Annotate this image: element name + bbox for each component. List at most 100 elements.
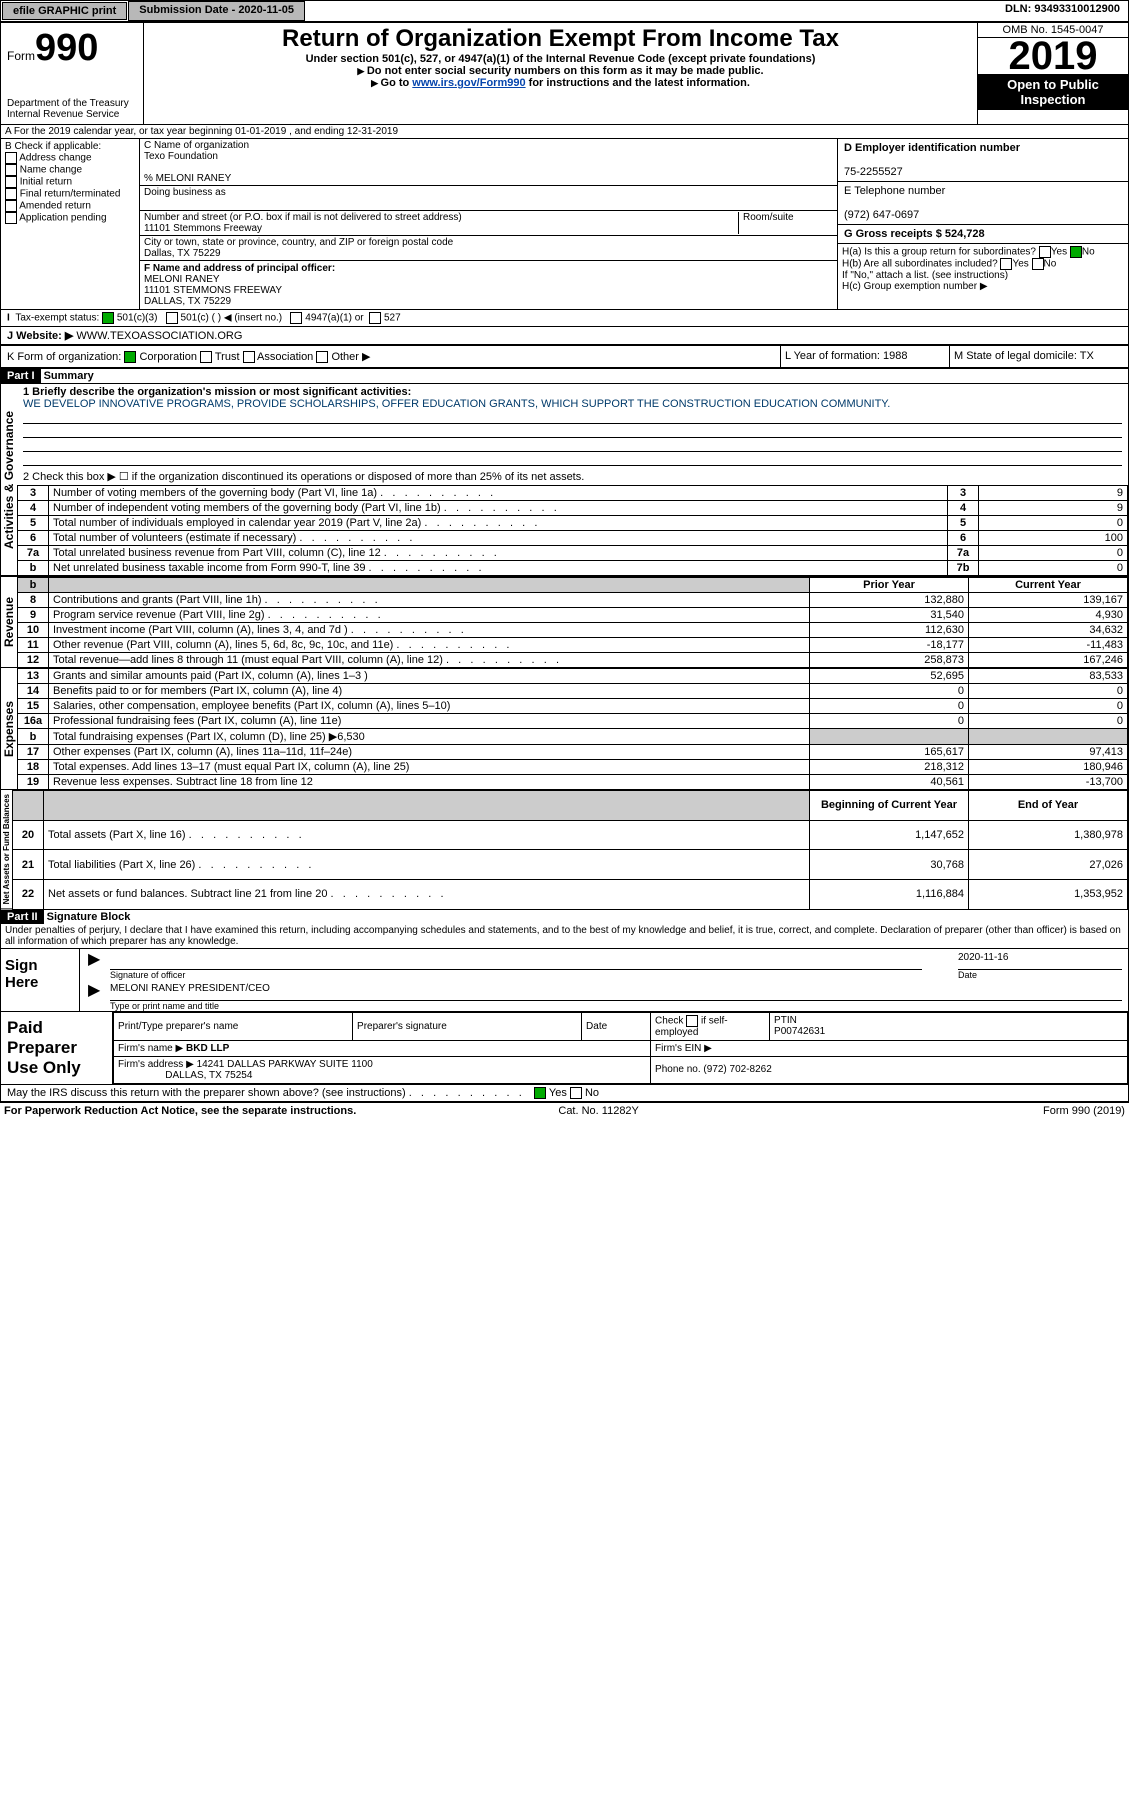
ha-yes[interactable] [1039, 246, 1051, 258]
chk-trust[interactable] [200, 351, 212, 363]
pp-h2: Preparer's signature [353, 1012, 582, 1040]
line-num: 5 [18, 516, 49, 531]
chk-name[interactable] [5, 164, 17, 176]
line-box: 6 [948, 531, 979, 546]
sig-officer-label: Signature of officer [110, 970, 928, 980]
e-label: E Telephone number [844, 185, 945, 197]
chk-corp[interactable] [124, 351, 136, 363]
ha-no[interactable] [1070, 246, 1082, 258]
no2: No [1044, 259, 1057, 270]
chk-final[interactable] [5, 188, 17, 200]
ptin-lbl: PTIN [774, 1015, 797, 1026]
org-name: Texo Foundation [144, 151, 218, 162]
chk-initial[interactable] [5, 176, 17, 188]
chk-other[interactable] [316, 351, 328, 363]
line-box: 3 [948, 486, 979, 501]
hb-yes[interactable] [1000, 258, 1012, 270]
firm-addr2: DALLAS, TX 75254 [165, 1070, 252, 1081]
dept-treasury: Department of the Treasury [7, 98, 137, 109]
chk-4947[interactable] [290, 312, 302, 324]
lbl-name: Name change [20, 165, 82, 176]
phone: (972) 647-0697 [844, 209, 919, 221]
line-num: 6 [18, 531, 49, 546]
chk-527[interactable] [369, 312, 381, 324]
lbl-final: Final return/terminated [20, 189, 121, 200]
pp-h1: Print/Type preparer's name [114, 1012, 353, 1040]
dln: DLN: 93493310012900 [997, 1, 1128, 21]
line-box: 5 [948, 516, 979, 531]
g-label: G Gross receipts $ 524,728 [844, 228, 985, 240]
website[interactable]: WWW.TEXOASSOCIATION.ORG [76, 330, 242, 342]
chk-assoc[interactable] [243, 351, 255, 363]
open-public: Open to Public Inspection [978, 74, 1128, 110]
row-a: A For the 2019 calendar year, or tax yea… [1, 125, 1128, 139]
assoc: Association [257, 351, 313, 363]
submission-date: Submission Date - 2020-11-05 [128, 1, 305, 21]
part2-hdr: Part II [1, 910, 44, 924]
chk-address[interactable] [5, 152, 17, 164]
cat-no: Cat. No. 11282Y [558, 1105, 639, 1117]
501c3: 501(c)(3) [117, 313, 158, 324]
line-val: 0 [979, 516, 1128, 531]
discuss-yes[interactable] [534, 1087, 546, 1099]
tax-year: 2019 [978, 38, 1128, 74]
part1-title: Summary [44, 370, 94, 382]
col-b: B Check if applicable: Address change Na… [1, 139, 140, 309]
pp-check: Check [655, 1015, 683, 1026]
line-box: 4 [948, 501, 979, 516]
mission-label: 1 Briefly describe the organization's mi… [23, 386, 411, 398]
firm-addr-lbl: Firm's address ▶ [118, 1059, 194, 1070]
c-label: C Name of organization [144, 140, 249, 151]
part2-title: Signature Block [47, 911, 131, 923]
officer-printed: MELONI RANEY PRESIDENT/CEO [110, 983, 270, 994]
officer-addr2: DALLAS, TX 75229 [144, 296, 231, 307]
k-label: K Form of organization: [7, 351, 121, 363]
disc-no: No [585, 1087, 599, 1099]
street-address: 11101 Stemmons Freeway [144, 223, 262, 234]
efile-print-button[interactable]: efile GRAPHIC print [2, 2, 127, 20]
line-num: 3 [18, 486, 49, 501]
disc-yes: Yes [549, 1087, 567, 1099]
line-num: b [18, 561, 49, 576]
tab-activities: Activities & Governance [1, 384, 17, 576]
line-text: Number of independent voting members of … [49, 501, 948, 516]
goto-suffix: for instructions and the latest informat… [526, 77, 750, 89]
chk-501c3[interactable] [102, 312, 114, 324]
line-text: Net unrelated business taxable income fr… [49, 561, 948, 576]
discuss-no[interactable] [570, 1087, 582, 1099]
chk-501c[interactable] [166, 312, 178, 324]
room-label: Room/suite [738, 212, 833, 234]
lbl-amended: Amended return [19, 201, 91, 212]
top-bar: efile GRAPHIC print Submission Date - 20… [0, 0, 1129, 22]
firm-phone: Phone no. (972) 702-8262 [651, 1056, 1128, 1083]
lbl-address: Address change [19, 153, 91, 164]
officer-addr1: 11101 STEMMONS FREEWAY [144, 285, 282, 296]
hb-note: If "No," attach a list. (see instruction… [842, 270, 1124, 281]
hc-label: H(c) Group exemption number ▶ [842, 281, 1124, 292]
firm-lbl: Firm's name ▶ [118, 1043, 183, 1054]
4947: 4947(a)(1) or [305, 313, 363, 324]
chk-amended[interactable] [5, 200, 17, 212]
irs-link[interactable]: www.irs.gov/Form990 [412, 77, 525, 89]
sign-here: Sign Here [1, 949, 80, 1011]
name-label: Type or print name and title [110, 1001, 1128, 1011]
hb-label: H(b) Are all subordinates included? [842, 259, 998, 270]
chk-pending[interactable] [5, 212, 17, 224]
l-year: L Year of formation: 1988 [780, 346, 949, 367]
tax-status-label: Tax-exempt status: [15, 313, 99, 324]
line-text: Total number of volunteers (estimate if … [49, 531, 948, 546]
tab-net: Net Assets or Fund Balances [1, 790, 12, 909]
yes2: Yes [1012, 259, 1028, 270]
line-box: 7b [948, 561, 979, 576]
dba-label: Doing business as [144, 187, 226, 198]
sign-date: 2020-11-16 [958, 952, 1008, 963]
lbl-pending: Application pending [19, 213, 106, 224]
ein: 75-2255527 [844, 166, 903, 178]
b-header: B Check if applicable: [5, 141, 135, 152]
hb-no[interactable] [1032, 258, 1044, 270]
sig-arrow-icon: ▶ [88, 949, 100, 969]
firm-name: BKD LLP [186, 1043, 229, 1054]
tab-revenue: Revenue [1, 577, 17, 668]
lbl-initial: Initial return [20, 177, 72, 188]
self-emp-chk[interactable] [686, 1015, 698, 1027]
